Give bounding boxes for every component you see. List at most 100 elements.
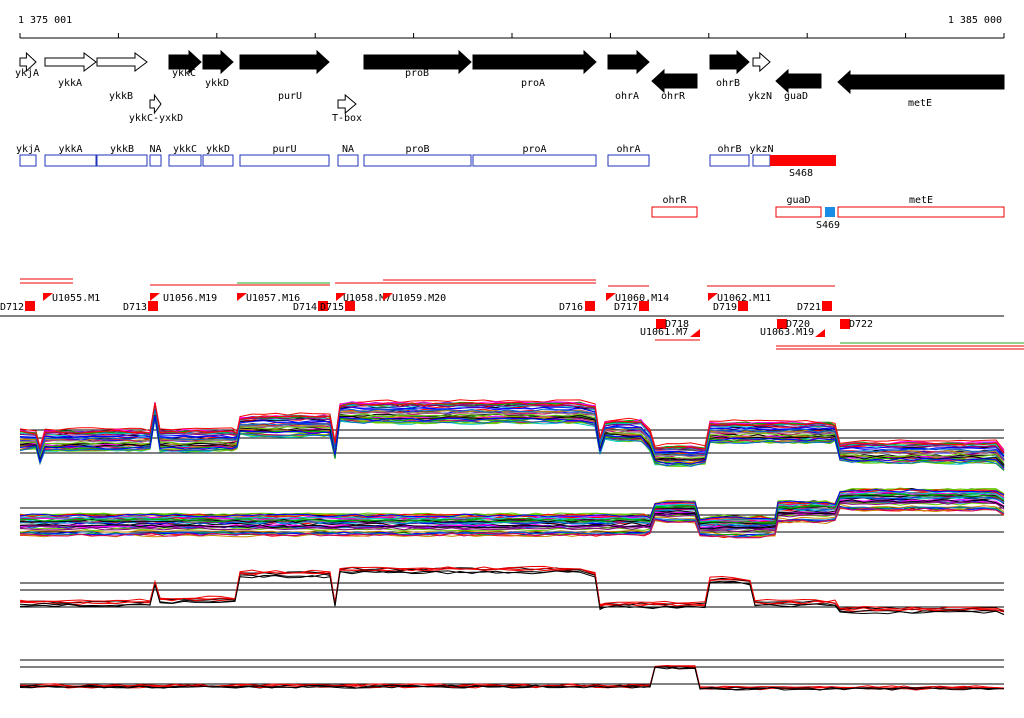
gene-label: ykkC-yxkD xyxy=(129,113,183,124)
annotation-box xyxy=(202,154,234,167)
gene-arrow xyxy=(149,93,162,115)
transcript-label: D715 xyxy=(320,302,344,313)
gene-arrow xyxy=(168,49,202,75)
gene-arrow xyxy=(709,49,750,75)
transcript-marker xyxy=(840,319,850,329)
expression-trace xyxy=(19,418,1005,471)
annotation-label: ykjA xyxy=(16,144,40,155)
annotation-label: NA xyxy=(149,144,161,155)
transcript-marker xyxy=(738,301,748,311)
transcript-label: U1062.M11 xyxy=(717,293,771,304)
annotation-box xyxy=(239,154,330,167)
gene-label: T-box xyxy=(332,113,362,124)
transcript-marker xyxy=(345,301,355,311)
transcript-label: U1059.M20 xyxy=(392,293,446,304)
ruler-start: 1 375 001 xyxy=(18,15,72,26)
operon-label: guaD xyxy=(786,195,810,206)
expression-trace xyxy=(19,412,1005,464)
expression-trace xyxy=(19,501,1005,533)
feature-box xyxy=(825,207,835,217)
annotation-label: purU xyxy=(272,144,296,155)
transcript-flag xyxy=(708,293,718,301)
gene-label: guaD xyxy=(784,91,808,102)
transcript-label: U1056.M19 xyxy=(163,293,217,304)
annotation-box xyxy=(19,154,37,167)
annotation-box xyxy=(337,154,359,167)
transcript-flag xyxy=(237,293,247,301)
gene-label: metE xyxy=(908,98,932,109)
gene-arrow xyxy=(337,93,357,115)
transcript-label: D720 xyxy=(786,319,810,330)
transcript-marker xyxy=(585,301,595,311)
annotation-box xyxy=(168,154,202,167)
expression-trace xyxy=(19,401,1005,453)
expression-trace xyxy=(19,566,1005,612)
operon-label: ohrR xyxy=(662,195,687,206)
transcript-label: D717 xyxy=(614,302,638,313)
annotation-label: ohrA xyxy=(616,144,640,155)
gene-label: ykkB xyxy=(109,91,133,102)
transcript-marker xyxy=(148,301,158,311)
transcript-marker xyxy=(25,301,35,311)
operon-box xyxy=(775,206,822,218)
annotation-label: ohrB xyxy=(717,144,741,155)
transcript-label: D722 xyxy=(849,319,873,330)
expression-trace xyxy=(19,406,1005,457)
transcript-marker xyxy=(639,301,649,311)
expression-trace xyxy=(20,406,1005,458)
transcript-label: U1063.M19 xyxy=(760,327,814,338)
expression-trace xyxy=(19,399,1005,451)
expression-trace xyxy=(19,666,1005,691)
gene-arrow xyxy=(837,69,1005,95)
expression-trace xyxy=(19,488,1005,521)
gene-label: ohrB xyxy=(716,78,740,89)
annotation-box xyxy=(607,154,650,167)
annotation-label: ykzN xyxy=(749,144,773,155)
gene-arrow xyxy=(44,52,97,72)
transcript-marker xyxy=(656,319,666,329)
annotation-label: ykkA xyxy=(58,144,82,155)
annotation-box xyxy=(44,154,97,167)
gene-label: ykjA xyxy=(15,68,39,79)
transcript-label: D719 xyxy=(713,302,737,313)
transcript-label: D713 xyxy=(123,302,147,313)
gene-label: ykkD xyxy=(205,78,229,89)
expression-trace xyxy=(19,418,1005,471)
annotation-label: ykkD xyxy=(206,144,230,155)
transcript-label: U1058.M7 xyxy=(343,293,391,304)
gene-arrow xyxy=(202,49,234,75)
gene-label: ykkA xyxy=(58,78,82,89)
expression-trace xyxy=(19,570,1005,616)
gene-arrow xyxy=(239,49,330,75)
transcript-flag xyxy=(43,293,53,301)
expression-trace xyxy=(19,666,1005,691)
transcript-flag xyxy=(383,293,393,301)
operon-label: metE xyxy=(909,195,933,206)
gene-arrow xyxy=(96,52,148,72)
gene-label: ykkC xyxy=(172,68,196,79)
gene-label: purU xyxy=(278,91,302,102)
gene-label: ohrR xyxy=(661,91,686,102)
transcript-marker xyxy=(822,301,832,311)
gene-label: proB xyxy=(405,68,429,79)
transcript-label: U1055.M1 xyxy=(52,293,100,304)
annotation-box xyxy=(472,154,597,167)
feature-box xyxy=(770,155,836,166)
transcript-marker xyxy=(318,301,328,311)
expression-trace xyxy=(19,507,1005,539)
transcript-label: D716 xyxy=(559,302,583,313)
annotation-box xyxy=(96,154,148,167)
ruler-ticks xyxy=(19,33,1005,38)
transcript-label: D712 xyxy=(0,302,24,313)
feature-label: S469 xyxy=(816,220,840,231)
transcript-label: U1060.M14 xyxy=(615,293,669,304)
ruler-end: 1 385 000 xyxy=(948,15,1002,26)
expression-trace xyxy=(19,567,1005,613)
operon-box xyxy=(651,206,698,218)
annotation-box xyxy=(363,154,472,167)
gene-arrow xyxy=(363,49,472,75)
annotation-box xyxy=(149,154,162,167)
expression-trace xyxy=(19,402,1005,453)
gene-arrow xyxy=(607,49,650,75)
